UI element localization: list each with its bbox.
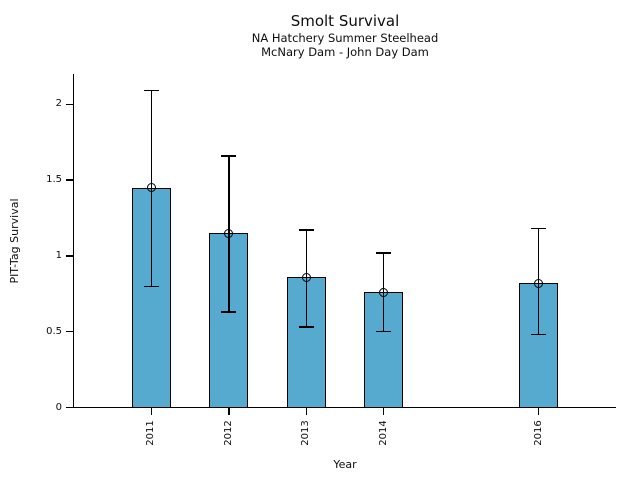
x-tick-label: 2014 [377,420,389,446]
error-bar-cap-bottom [298,326,314,328]
y-tick [65,179,73,181]
x-axis-spine [72,406,616,409]
y-tick-label: 0 [55,401,62,413]
y-tick [65,103,73,105]
x-tick [383,407,385,415]
x-tick-label: 2016 [532,420,544,446]
y-tick [65,406,73,409]
error-bar-cap-bottom [143,285,159,287]
error-bar-cap-top [143,89,159,92]
y-axis-spine [72,74,74,409]
y-tick-label: 1.5 [46,174,62,186]
mean-marker [379,287,389,297]
chart-title: Smolt Survival [290,12,400,30]
error-bar-cap-bottom [376,331,392,333]
x-tick [537,407,540,415]
error-bar-cap-top [221,155,237,157]
y-tick [65,331,73,333]
x-axis-label: Year [333,458,357,471]
x-tick [228,407,230,415]
mean-marker [224,228,234,238]
error-bar-cap-top [298,229,314,231]
x-tick [305,407,307,415]
y-tick [65,255,73,257]
error-bar-cap-top [531,227,547,230]
error-bar-cap-bottom [221,311,237,313]
x-tick [150,407,153,415]
mean-marker [146,183,156,193]
error-bar-cap-bottom [531,334,547,336]
x-tick-label: 2013 [300,420,312,446]
chart-subtitle-2: McNary Dam - John Day Dam [261,45,429,59]
error-bar-cap-top [376,252,392,254]
x-tick-label: 2011 [145,420,157,446]
y-tick-label: 2 [55,98,62,110]
y-tick-label: 0.5 [46,325,62,337]
mean-marker [534,278,544,288]
mean-marker [301,272,311,282]
x-tick-label: 2012 [222,420,234,446]
chart-subtitle-1: NA Hatchery Summer Steelhead [251,31,439,45]
y-tick-label: 1 [55,249,62,261]
